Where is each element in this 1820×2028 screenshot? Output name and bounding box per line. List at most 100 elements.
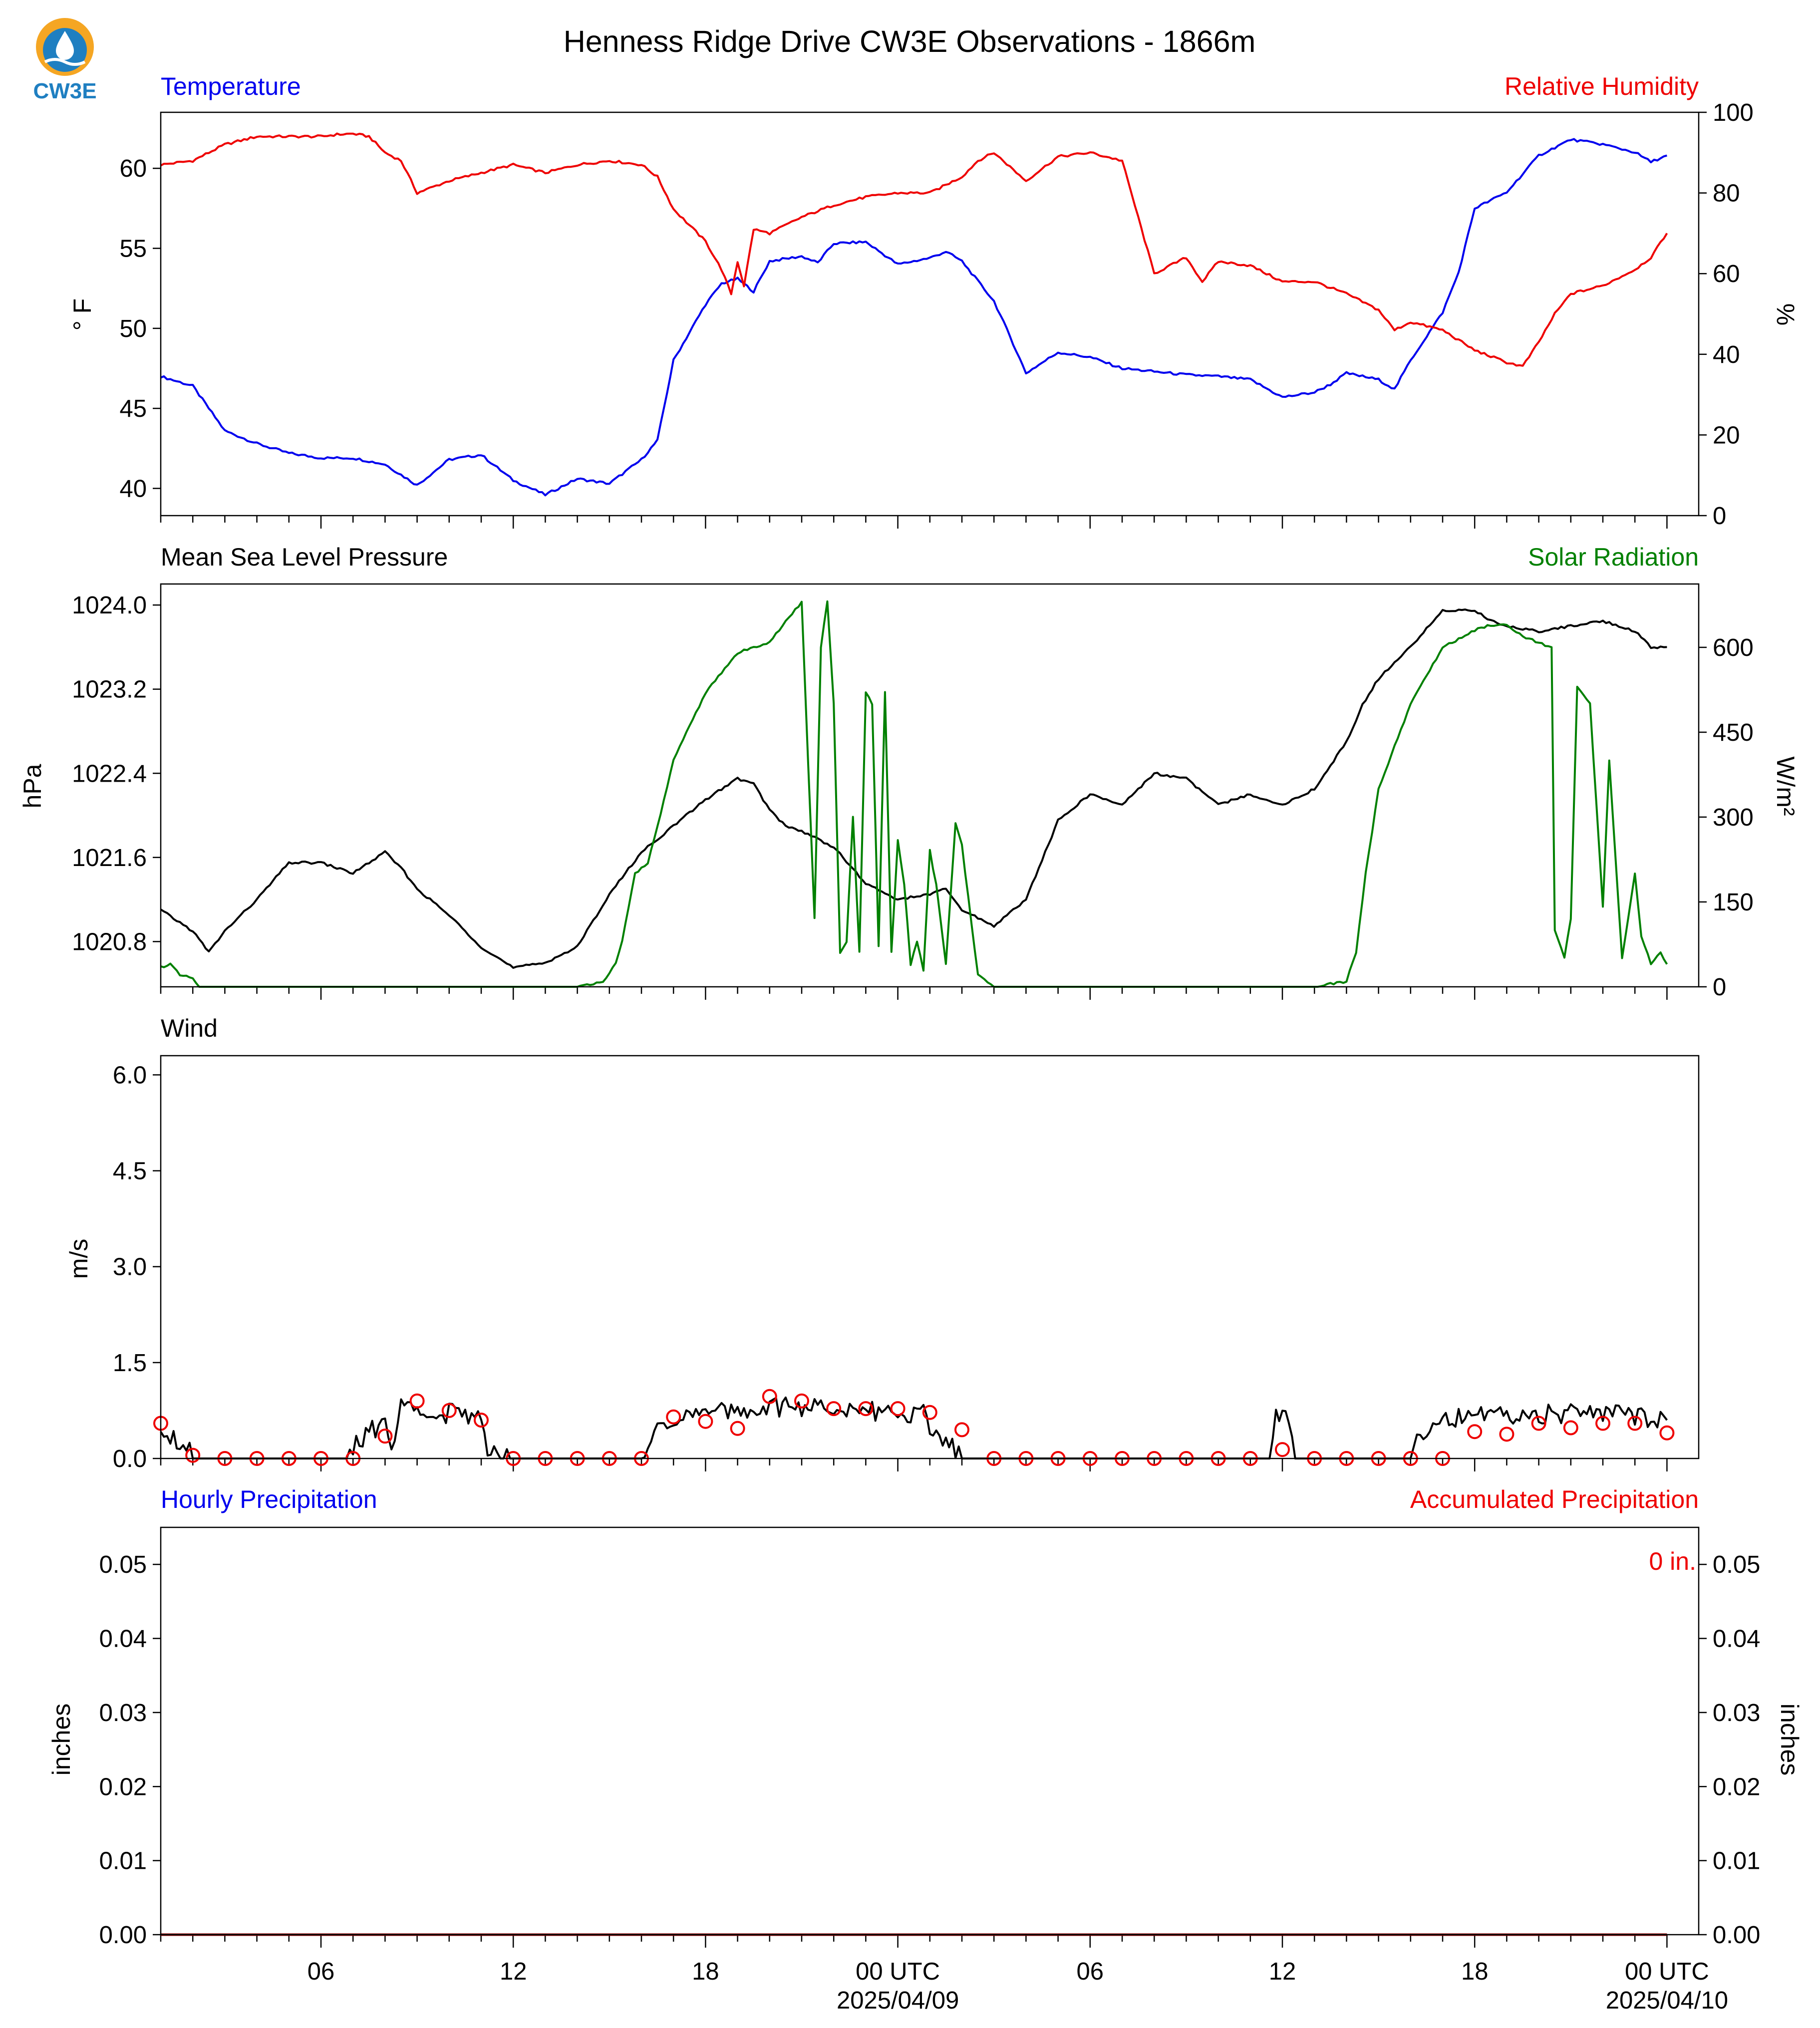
pressure-series [160, 600, 1668, 988]
y2-tick-label: 0.03 [1713, 1700, 1760, 1727]
y2-tick-label: 0.01 [1713, 1848, 1760, 1875]
hourly-precip-y-ticks: 0.00 0.01 0.02 0.03 0.04 0.05 [99, 1551, 161, 1949]
pressure-plot-frame [160, 583, 1700, 988]
y-tick-label: 1023.2 [72, 676, 147, 703]
temperature-panel: Temperature Relative Humidity ° F % 40 45… [68, 72, 1800, 530]
wind-hourly-marker [441, 1403, 457, 1418]
y-tick-label: 0.00 [99, 1922, 147, 1949]
hourly-precip-axis-label: inches [47, 1704, 75, 1776]
cw3e-logo: CW3E [33, 18, 97, 103]
wind-hourly-marker [762, 1389, 777, 1404]
wind-hourly-marker [794, 1393, 809, 1409]
wind-hourly-marker [1595, 1416, 1610, 1431]
pressure-title: Mean Sea Level Pressure [161, 543, 448, 571]
logo-drop-icon [56, 31, 74, 60]
x-date-label: 2025/04/09 [837, 1987, 959, 2014]
y-tick-label: 6.0 [113, 1062, 147, 1089]
y2-tick-label: 40 [1713, 341, 1740, 368]
pressure-panel: Mean Sea Level Pressure Solar Radiation … [18, 543, 1800, 1001]
y2-tick-label: 0.04 [1713, 1626, 1760, 1653]
wind-series [153, 1389, 1675, 1466]
y-tick-label: 1.5 [113, 1350, 147, 1377]
y-tick-label: 0.0 [113, 1446, 147, 1472]
figure-title: Henness Ridge Drive CW3E Observations - … [564, 24, 1256, 58]
y2-tick-label: 300 [1713, 804, 1754, 831]
y2-tick-label: 0.00 [1713, 1922, 1760, 1949]
temperature-x-ticks [160, 516, 1668, 529]
y-tick-label: 0.02 [99, 1773, 147, 1800]
wind-y-ticks: 0.0 1.5 3.0 4.5 6.0 [113, 1062, 161, 1472]
humidity-y-ticks: 0 20 40 60 80 100 [1699, 99, 1754, 530]
precipitation-panel: Hourly Precipitation Accumulated Precipi… [47, 1485, 1804, 2014]
wind-hourly-marker [730, 1421, 745, 1436]
wind-hourly-marker [826, 1401, 842, 1417]
accumulated-total-annotation: 0 in. [1649, 1547, 1696, 1575]
pressure-left-line [160, 608, 1667, 969]
y-tick-label: 1024.0 [72, 592, 147, 619]
temperature-axis-label: ° F [68, 298, 96, 330]
x-date-label: 2025/04/10 [1606, 1987, 1728, 2014]
x-tick-label: 12 [500, 1958, 527, 1985]
y2-tick-label: 150 [1713, 889, 1754, 916]
y-tick-label: 60 [119, 155, 147, 182]
pressure-y-ticks: 1020.8 1021.6 1022.4 1023.2 1024.0 [72, 592, 161, 955]
wind-hourly-marker [1531, 1416, 1546, 1431]
y2-tick-label: 0.05 [1713, 1551, 1760, 1578]
wind-plot-frame [160, 1055, 1700, 1459]
wind-hourly-marker [1563, 1420, 1578, 1436]
precip-x-ticks [160, 1935, 1668, 1948]
humidity-axis-label: % [1772, 303, 1800, 325]
x-tick-label: 18 [1461, 1958, 1489, 1985]
wind-hourly-marker [922, 1405, 937, 1420]
temperature-left-line [160, 138, 1667, 497]
solar-radiation-title: Solar Radiation [1528, 543, 1699, 571]
temperature-series [160, 132, 1668, 497]
y2-tick-label: 20 [1713, 422, 1740, 449]
y-tick-label: 4.5 [113, 1158, 147, 1185]
wind-hourly-marker [377, 1429, 393, 1444]
accumulated-precip-title: Accumulated Precipitation [1410, 1485, 1699, 1513]
pressure-x-ticks [160, 987, 1668, 1000]
y-tick-label: 0.04 [99, 1626, 147, 1653]
solar-y-ticks: 0 150 300 450 600 [1699, 634, 1754, 1001]
y-tick-label: 1021.6 [72, 845, 147, 871]
solar-axis-label: W/m² [1772, 756, 1800, 816]
precipitation-plot-frame [160, 1526, 1700, 1936]
relative-humidity-title: Relative Humidity [1505, 72, 1699, 100]
wind-hourly-marker [474, 1413, 489, 1428]
y-tick-label: 3.0 [113, 1254, 147, 1281]
y-tick-label: 0.03 [99, 1700, 147, 1727]
y2-tick-label: 0.02 [1713, 1773, 1760, 1800]
wind-hourly-marker [666, 1409, 681, 1425]
logo-wave-icon [44, 58, 86, 66]
y2-tick-label: 100 [1713, 99, 1754, 126]
y-tick-label: 1020.8 [72, 928, 147, 955]
pressure-axis-label: hPa [18, 764, 46, 808]
wind-hourly-marker [1275, 1442, 1290, 1457]
y-tick-label: 55 [119, 236, 147, 263]
wind-hourly-marker [1627, 1416, 1643, 1431]
y2-tick-label: 80 [1713, 180, 1740, 207]
x-tick-label: 00 UTC [1625, 1958, 1709, 1985]
x-tick-label: 12 [1269, 1958, 1296, 1985]
wind-axis-label: m/s [65, 1239, 93, 1279]
y2-tick-label: 450 [1713, 719, 1754, 746]
wind-hourly-marker [954, 1422, 969, 1438]
temperature-right-line [160, 132, 1668, 367]
temperature-plot-frame [160, 111, 1700, 517]
y-tick-label: 1022.4 [72, 760, 147, 787]
y-tick-label: 50 [119, 315, 147, 342]
y2-tick-label: 0 [1713, 974, 1726, 1001]
wind-hourly-marker [1467, 1424, 1483, 1440]
accumulated-precip-y-ticks: 0.00 0.01 0.02 0.03 0.04 0.05 [1699, 1551, 1760, 1949]
temperature-y-ticks: 40 45 50 55 60 [119, 155, 161, 502]
x-tick-label: 06 [1077, 1958, 1104, 1985]
hourly-precip-title: Hourly Precipitation [161, 1485, 377, 1513]
y-tick-label: 45 [119, 395, 147, 422]
wind-hourly-marker [409, 1393, 425, 1409]
wind-hourly-marker [185, 1448, 201, 1463]
y2-tick-label: 60 [1713, 261, 1740, 288]
wind-hourly-marker [858, 1401, 874, 1417]
